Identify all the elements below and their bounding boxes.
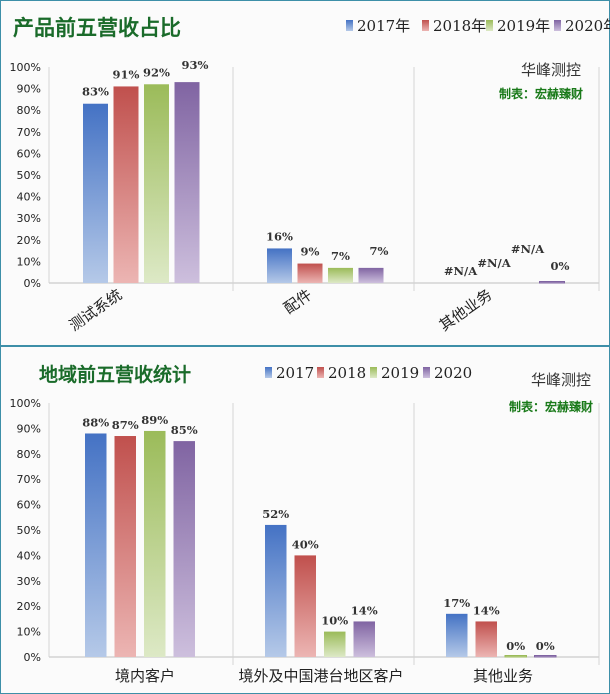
bar-series-2018 — [113, 86, 139, 283]
data-label: 0% — [551, 259, 570, 273]
bar-series-2020 — [173, 441, 195, 657]
product-revenue-chart: 产品前五营收占比 2017年 2018年 2019年 2020年华峰测控制表：宏赫臻财 0… — [10, 15, 610, 335]
bar-series-2018 — [294, 555, 316, 657]
bar-series-2019 — [504, 655, 527, 658]
legend-swatch-series-2017 — [265, 367, 272, 378]
legend-swatch-series-2018 — [422, 20, 429, 31]
y-tick-label: 80% — [17, 448, 41, 461]
bar-series-2019 — [328, 267, 353, 283]
bar-series-2017 — [265, 524, 287, 657]
data-label: 83% — [82, 85, 109, 99]
data-label: 85% — [171, 423, 198, 437]
data-label: 9% — [301, 245, 320, 259]
data-label: 14% — [473, 603, 500, 617]
bar-series-2018 — [297, 263, 323, 283]
x-category-label: 配件 — [280, 286, 315, 318]
y-tick-label: 90% — [17, 83, 41, 96]
y-tick-label: 20% — [17, 234, 41, 247]
x-category-label: 境内客户 — [115, 667, 175, 685]
data-label: 91% — [113, 67, 140, 81]
data-label: 0% — [536, 639, 555, 653]
y-tick-label: 50% — [17, 169, 41, 182]
y-tick-label: 30% — [17, 575, 41, 588]
data-label: 7% — [331, 249, 350, 263]
chart-title: 地域前五营收统计 — [39, 363, 191, 386]
brand-label: 华峰测控 — [531, 371, 591, 389]
y-tick-label: 10% — [17, 626, 41, 639]
bar-series-2020 — [534, 655, 557, 658]
y-tick-label: 50% — [17, 524, 41, 537]
bar-series-2017 — [267, 248, 292, 283]
legend-label-series-2017: 2017 — [276, 364, 314, 382]
bar-series-2019 — [144, 84, 169, 283]
bar-series-2020 — [539, 281, 565, 284]
product-revenue-chart-panel: 产品前五营收占比 2017年 2018年 2019年 2020年华峰测控制表：宏赫臻财 0… — [0, 0, 610, 346]
bar-series-2020 — [353, 621, 375, 657]
legend-label-series-2020: 2020年 — [565, 17, 610, 35]
bar-series-2017 — [85, 433, 107, 657]
data-label: 87% — [112, 418, 139, 432]
bar-series-2018 — [475, 621, 497, 657]
data-label: 10% — [321, 614, 348, 628]
data-label: 93% — [182, 58, 209, 72]
legend-swatch-series-2017 — [346, 20, 353, 31]
maker-label: 制表：宏赫臻财 — [509, 399, 593, 414]
bar-series-2018 — [114, 436, 136, 657]
chart-title: 产品前五营收占比 — [13, 15, 181, 40]
data-label-na: #N/A — [477, 256, 511, 270]
y-tick-label: 0% — [24, 651, 41, 664]
legend-label-series-2018: 2018 — [328, 364, 366, 382]
legend-label-series-2018: 2018年 — [433, 17, 486, 35]
bar-series-2019 — [324, 631, 346, 657]
y-tick-label: 10% — [17, 255, 41, 268]
legend-label-series-2019: 2019年 — [497, 17, 550, 35]
bar-series-2017 — [83, 103, 108, 283]
legend-swatch-series-2020 — [423, 367, 430, 378]
y-tick-label: 100% — [10, 61, 41, 74]
legend-swatch-series-2018 — [317, 367, 324, 378]
y-tick-label: 0% — [24, 277, 41, 290]
legend-label-series-2020: 2020 — [434, 364, 472, 382]
bar-series-2017 — [446, 613, 468, 657]
data-label: 16% — [266, 229, 293, 243]
data-label: 52% — [262, 507, 289, 521]
legend-swatch-series-2019 — [486, 20, 493, 31]
bar-series-2020 — [358, 267, 384, 283]
x-category-label: 测试系统 — [66, 286, 125, 335]
maker-label: 制表：宏赫臻财 — [499, 86, 583, 101]
y-tick-label: 80% — [17, 104, 41, 117]
data-label: 7% — [370, 244, 389, 258]
data-label-na: #N/A — [444, 264, 478, 278]
legend-label-series-2017: 2017年 — [357, 17, 410, 35]
y-tick-label: 60% — [17, 147, 41, 160]
data-label: 89% — [141, 413, 168, 427]
x-category-label: 境外及中国港台地区客户 — [238, 667, 403, 685]
x-category-label: 其他业务 — [473, 667, 533, 685]
data-label: 88% — [82, 415, 109, 429]
data-label: 92% — [143, 65, 170, 79]
y-tick-label: 70% — [17, 473, 41, 486]
y-tick-label: 40% — [17, 191, 41, 204]
y-tick-label: 20% — [17, 600, 41, 613]
legend-label-series-2019: 2019 — [381, 364, 419, 382]
bar-series-2020 — [174, 82, 200, 284]
y-tick-label: 90% — [17, 422, 41, 435]
brand-label: 华峰测控 — [521, 61, 581, 79]
data-label: 17% — [443, 596, 470, 610]
y-tick-label: 100% — [10, 397, 41, 410]
y-tick-label: 30% — [17, 212, 41, 225]
legend-swatch-series-2019 — [370, 367, 377, 378]
legend-swatch-series-2020 — [554, 20, 561, 31]
y-tick-label: 40% — [17, 549, 41, 562]
data-label: 0% — [506, 639, 525, 653]
region-revenue-chart-panel: 地域前五营收统计 2017 2018 2019 2020 华峰测控制表：宏赫臻财 0% 10%… — [0, 346, 610, 694]
x-category-label: 其他业务 — [436, 286, 495, 335]
y-tick-label: 60% — [17, 499, 41, 512]
bar-series-2019 — [144, 430, 166, 657]
y-tick-label: 70% — [17, 126, 41, 139]
data-label: 14% — [351, 603, 378, 617]
data-label-na: #N/A — [511, 242, 545, 256]
data-label: 40% — [292, 537, 319, 551]
